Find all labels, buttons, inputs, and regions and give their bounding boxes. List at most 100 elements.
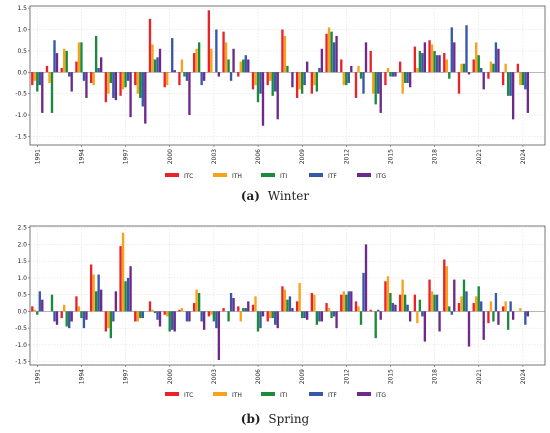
winter-bar-ith-1998	[136, 72, 139, 94]
spring-bar-ith-1991	[33, 309, 36, 312]
winter-bar-itc-1995	[89, 72, 93, 83]
spring-bar-itc-1998	[134, 311, 137, 322]
winter-bar-itf-2015	[391, 72, 395, 77]
spring-bar-itf-2019	[450, 311, 453, 315]
spring-caption: (b) Spring	[241, 412, 310, 426]
winter-bar-itg-2004	[232, 48, 235, 73]
spring-bar-itg-2003	[217, 311, 221, 360]
spring-bar-iti-2016	[403, 294, 407, 312]
winter-bar-itg-1999	[158, 48, 162, 73]
spring-bar-itc-2020	[457, 303, 461, 312]
winter-bar-itf-1991	[38, 72, 41, 86]
winter-bar-itg-1996	[114, 72, 118, 101]
winter-caption: (a) Winter	[241, 189, 310, 203]
winter-bar-itf-1994	[82, 72, 86, 81]
winter-bar-itg-1993	[70, 72, 73, 92]
spring-y-tick-label: -1.5	[15, 359, 27, 366]
winter-bar-ith-2004	[224, 42, 228, 73]
spring-legend-label-itc: ITC	[184, 392, 193, 399]
winter-caption-text: Winter	[268, 189, 310, 203]
spring-bar-itc-2002	[192, 303, 196, 312]
winter-bar-itc-2024	[516, 63, 520, 73]
spring-bar-itg-1991	[41, 299, 44, 312]
winter-x-tick-label: 2000	[167, 149, 174, 164]
spring-bar-itg-2017	[423, 311, 427, 342]
spring-bar-itc-2021	[472, 303, 475, 312]
winter-bar-iti-2023	[506, 72, 510, 96]
spring-bar-itf-2012	[347, 291, 350, 312]
spring-y-tick-label: -0.5	[15, 325, 27, 332]
winter-bar-itc-2020	[457, 72, 461, 94]
winter-bar-itc-2016	[398, 61, 402, 73]
spring-x-tick-label: 2003	[211, 369, 218, 384]
winter-bar-ith-2008	[283, 35, 287, 73]
spring-bar-ith-2001	[180, 308, 184, 312]
winter-bar-iti-2024	[521, 72, 525, 86]
winter-legend-label-iti: ITI	[280, 173, 287, 180]
spring-bar-itc-2011	[325, 303, 328, 312]
winter-bar-itg-2019	[453, 42, 456, 73]
spring-bar-itc-1999	[148, 301, 152, 312]
spring-bar-iti-2015	[389, 292, 392, 312]
winter-bar-itf-2004	[229, 72, 233, 81]
spring-bar-itg-2013	[364, 244, 368, 312]
winter-bar-itc-1994	[75, 61, 78, 73]
spring-bar-itg-1994	[85, 311, 88, 320]
winter-bar-itf-1992	[53, 40, 56, 73]
winter-bar-ith-2011	[327, 27, 331, 73]
winter-bar-itg-2015	[394, 72, 397, 77]
spring-bar-itg-2015	[394, 304, 397, 312]
spring-bar-iti-2021	[477, 286, 480, 312]
winter-chart: -1.5 -1.0 -0.5 0.0 0.5 1.0 1.5 1991 1994 1997 2000…	[15, 5, 546, 164]
spring-x-tick-label: 2006	[255, 369, 262, 384]
spring-bar-itf-2010	[318, 311, 321, 322]
spring-bar-iti-1995	[94, 291, 98, 312]
winter-bar-itf-2020	[465, 25, 468, 73]
winter-bar-itg-1998	[144, 72, 147, 124]
spring-bar-itf-2005	[244, 308, 247, 312]
winter-bar-itc-2021	[472, 59, 475, 73]
winter-x-tick-label: 1997	[123, 149, 130, 164]
spring-bar-itg-2023	[511, 311, 515, 320]
spring-bar-iti-2009	[300, 311, 304, 319]
winter-bar-iti-2001	[183, 72, 186, 77]
winter-bar-itf-2007	[274, 72, 277, 92]
spring-bar-itf-2016	[406, 304, 409, 312]
spring-bar-itg-2005	[247, 301, 250, 312]
winter-bar-ith-2005	[239, 61, 242, 73]
winter-bar-itf-2023	[509, 72, 512, 96]
winter-bar-itg-2014	[379, 72, 382, 113]
winter-bar-itc-1998	[134, 72, 137, 86]
winter-bar-itf-2000	[171, 38, 174, 73]
spring-bar-iti-2008	[286, 299, 289, 312]
winter-bar-itc-2008	[281, 29, 284, 73]
spring-bar-itf-2004	[229, 292, 233, 312]
spring-bar-itc-2008	[281, 286, 284, 312]
winter-bar-itg-1997	[129, 72, 132, 118]
spring-bar-itg-2000	[173, 311, 176, 332]
spring-bar-itg-2020	[467, 311, 471, 347]
winter-bar-itf-2001	[185, 72, 189, 81]
winter-bar-iti-2009	[300, 72, 304, 94]
winter-bar-iti-2019	[448, 72, 451, 79]
winter-bar-itg-2005	[247, 59, 250, 73]
winter-bar-ith-2002	[195, 48, 198, 73]
winter-bar-iti-1993	[65, 50, 68, 73]
spring-bar-itc-2007	[266, 311, 269, 322]
spring-bar-iti-2003	[212, 311, 216, 322]
spring-caption-text: Spring	[268, 412, 309, 426]
spring-bar-iti-1997	[124, 281, 127, 312]
winter-bar-itf-2006	[259, 72, 262, 94]
spring-legend-label-itf: ITF	[328, 392, 337, 399]
winter-bar-itf-2014	[377, 72, 380, 94]
spring-bar-ith-1995	[92, 274, 95, 312]
winter-y-tick-label: 0.5	[17, 48, 27, 55]
spring-bar-itg-2018	[438, 311, 441, 332]
winter-bar-itf-2003	[215, 29, 218, 73]
winter-bar-itf-1999	[156, 57, 159, 73]
winter-bar-ith-2015	[386, 68, 390, 73]
winter-bar-iti-1995	[94, 35, 98, 73]
winter-bar-itg-2000	[173, 70, 176, 73]
winter-bar-iti-2017	[418, 50, 422, 73]
